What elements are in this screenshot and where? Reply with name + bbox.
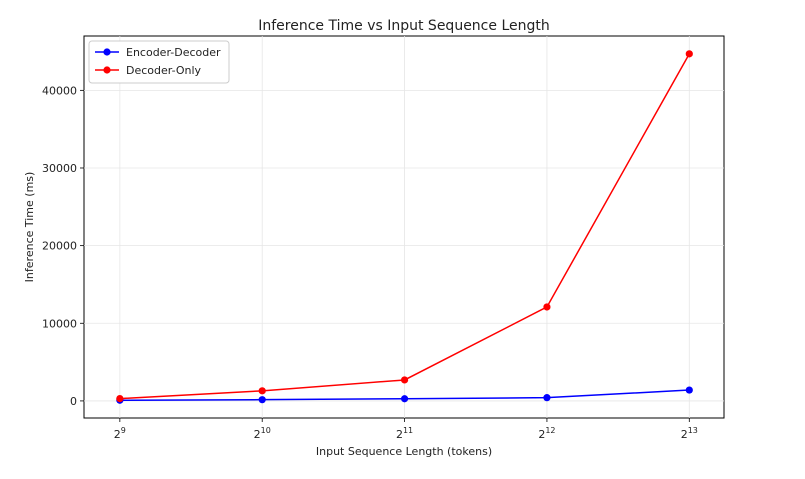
y-tick-label: 10000 [42,317,77,330]
legend-label-decoder-only: Decoder-Only [126,64,202,77]
x-tick-label: 29 [114,426,126,441]
x-tick-label: 213 [681,426,698,441]
x-tick-label: 212 [538,426,555,441]
data-point-encoder-decoder [258,396,266,404]
data-point-encoder-decoder [685,386,693,394]
legend-label-encoder-decoder: Encoder-Decoder [126,46,221,59]
x-axis-label: Input Sequence Length (tokens) [316,445,492,458]
chart-title: Inference Time vs Input Sequence Length [258,18,549,34]
y-tick-label: 40000 [42,84,77,97]
series-layer [116,50,693,404]
axis-ticks: 29 210 211 212 213 0 10000 20000 30000 40000 [42,84,698,441]
data-point-decoder-only [543,303,551,311]
legend: Encoder-Decoder Decoder-Only [88,40,230,84]
y-tick-label: 20000 [42,240,77,253]
plot-area [83,35,725,419]
y-tick-label: 0 [70,395,77,408]
data-point-decoder-only [116,394,124,403]
y-tick-label: 30000 [42,162,77,175]
data-point-encoder-decoder [400,395,409,403]
legend-box [88,40,230,84]
data-point-encoder-decoder [543,394,551,402]
data-point-decoder-only [258,387,266,395]
legend-marker-encoder-decoder [103,48,111,56]
x-tick-label: 210 [254,426,271,441]
data-point-decoder-only [685,50,693,58]
legend-marker-decoder-only [103,66,111,74]
data-point-decoder-only [400,376,409,384]
x-tick-label: 211 [396,426,413,441]
y-axis-label: Inference Time (ms) [23,172,36,283]
